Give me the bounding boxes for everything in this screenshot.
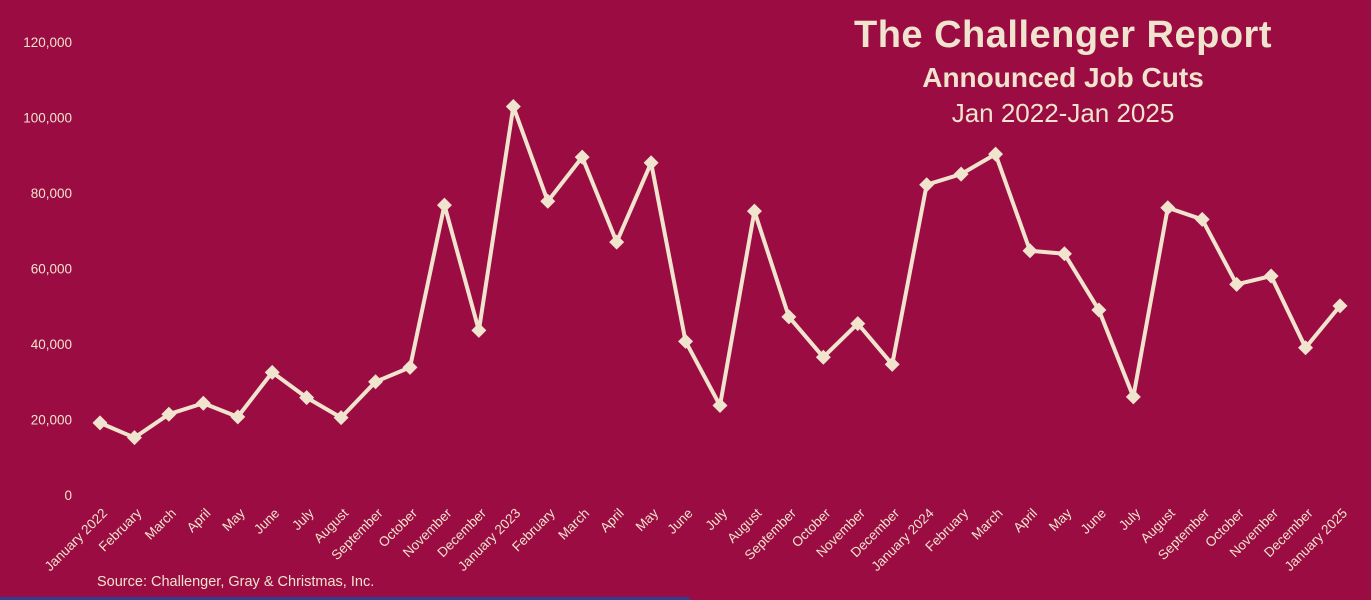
chart-date-range: Jan 2022-Jan 2025 (951, 98, 1175, 129)
data-point-marker (1022, 243, 1038, 259)
data-point-marker (1229, 276, 1245, 292)
data-point-marker (195, 395, 211, 411)
data-point-marker (1194, 211, 1210, 227)
data-point-marker (712, 398, 728, 414)
data-point-marker (1263, 268, 1279, 284)
y-axis-tick-label: 80,000 (31, 186, 72, 201)
data-point-marker (1298, 340, 1314, 356)
data-point-marker (1125, 389, 1141, 405)
x-axis-tick-label: March (555, 506, 592, 543)
data-point-marker (92, 415, 108, 431)
x-axis-tick-label: March (142, 506, 179, 543)
bottom-blue-bar (0, 597, 690, 600)
data-point-marker (953, 166, 969, 182)
y-axis-tick-label: 40,000 (31, 337, 72, 352)
x-axis-tick-label: July (1116, 505, 1144, 533)
data-point-marker (1160, 200, 1176, 216)
chart-title: The Challenger Report (854, 14, 1272, 56)
y-axis-tick-label: 120,000 (23, 35, 72, 50)
data-point-marker (1332, 298, 1348, 314)
data-point-marker (436, 197, 452, 213)
trend-line (98, 104, 1342, 440)
data-point-marker (884, 356, 900, 372)
data-point-marker (1091, 302, 1107, 318)
data-point-marker (1056, 246, 1072, 262)
data-point-marker (540, 193, 556, 209)
data-point-marker (333, 410, 349, 426)
data-point-marker (471, 322, 487, 338)
data-point-marker (678, 333, 694, 349)
x-axis-tick-label: June (251, 506, 282, 537)
x-axis-tick-label: April (184, 506, 214, 536)
x-axis-tick-label: July (703, 505, 731, 533)
x-axis-tick-label: June (664, 506, 695, 537)
x-axis-tick-label: June (1078, 506, 1109, 537)
x-axis-tick-label: May (633, 505, 662, 534)
source-attribution: Source: Challenger, Gray & Christmas, In… (97, 574, 375, 590)
data-point-marker (574, 149, 590, 165)
data-point-marker (161, 406, 177, 422)
y-axis-tick-label: 60,000 (31, 262, 72, 277)
data-point-marker (505, 99, 521, 115)
x-axis-tick-label: April (597, 506, 627, 536)
data-point-marker (230, 409, 246, 425)
y-axis-tick-label: 20,000 (31, 413, 72, 428)
data-point-marker (988, 146, 1004, 162)
data-point-marker (368, 374, 384, 390)
data-point-marker (402, 359, 418, 375)
y-axis-tick-label: 100,000 (23, 111, 72, 126)
data-point-marker (850, 316, 866, 332)
data-point-marker (781, 309, 797, 325)
x-axis-tick-label: May (1046, 505, 1075, 534)
data-point-marker (264, 364, 280, 380)
x-axis-tick-label: April (1010, 506, 1040, 536)
x-axis-tick-label: May (219, 505, 248, 534)
data-point-marker (126, 430, 142, 446)
x-axis-tick-label: March (969, 506, 1006, 543)
chart-title-block: The Challenger Report Announced Job Cuts… (780, 14, 1346, 129)
data-point-marker (643, 155, 659, 171)
data-point-marker (746, 203, 762, 219)
y-axis-tick-label: 0 (64, 488, 72, 503)
x-axis-tick-label: July (289, 505, 317, 533)
data-point-marker (299, 390, 315, 406)
chart-subtitle: Announced Job Cuts (922, 61, 1204, 93)
data-point-marker (609, 234, 625, 250)
data-point-marker (919, 177, 935, 193)
data-point-marker (815, 349, 831, 365)
